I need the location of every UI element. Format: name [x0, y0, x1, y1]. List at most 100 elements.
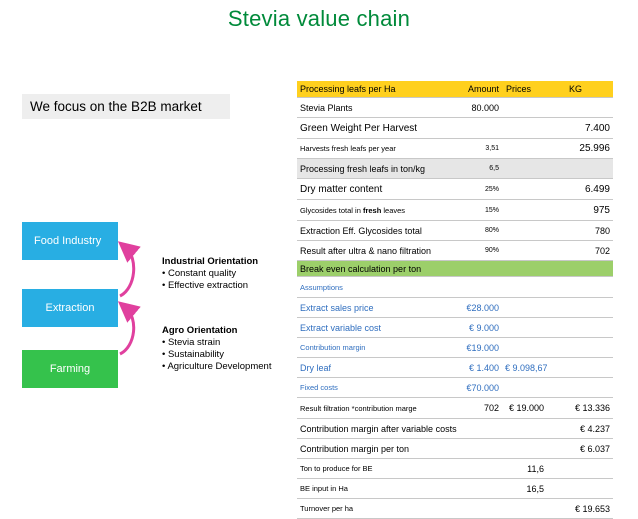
row-kg — [547, 260, 613, 277]
row-price — [502, 438, 547, 459]
row-kg: 975 — [547, 199, 613, 221]
row-price: 11,6 — [502, 458, 547, 479]
row-price — [502, 297, 547, 318]
row-price — [502, 158, 547, 179]
row-price — [502, 317, 547, 338]
row-amount: 80% — [462, 220, 502, 241]
row-price: € 19.000 — [502, 397, 547, 419]
row-amount: € 9.000 — [462, 317, 502, 338]
row-amount — [462, 478, 502, 499]
table-row: Result after ultra & nano filtration 90% 7… — [297, 240, 613, 261]
row-kg — [547, 97, 613, 118]
row-amount — [462, 418, 502, 439]
row-amount: 25% — [462, 178, 502, 200]
table-row: Dry leaf € 1.400 € 9.098,67 — [297, 357, 613, 378]
row-kg: € 19.653 — [547, 498, 613, 519]
arrow-extraction-to-food — [117, 241, 141, 298]
row-price — [502, 138, 547, 159]
row-price — [502, 377, 547, 398]
row-label: Assumptions — [297, 276, 462, 298]
row-price — [502, 276, 547, 298]
table-row: Dry matter content 25% 6.499 — [297, 178, 613, 200]
industrial-bullet: • Constant quality — [162, 268, 237, 279]
table-row: Ton to produce for BE 11,6 — [297, 458, 613, 479]
table-row: Fixed costs €70.000 — [297, 377, 613, 398]
processing-table: Processing leafs per Ha Amount Prices KG… — [297, 81, 613, 519]
row-price — [502, 260, 547, 277]
table-row: Assumptions — [297, 276, 613, 298]
row-price — [502, 240, 547, 261]
row-amount: 3,51 — [462, 138, 502, 159]
row-label: Glycosides total in fresh leaves — [297, 199, 462, 221]
table-row: Extract sales price €28.000 — [297, 297, 613, 318]
header-prices: Prices — [502, 81, 547, 98]
row-amount — [462, 438, 502, 459]
row-label: Contribution margin — [297, 337, 462, 358]
row-price — [502, 337, 547, 358]
industrial-orientation: Industrial Orientation • Constant qualit… — [162, 256, 258, 292]
table-row: Result filtration *contribution marge 702… — [297, 397, 613, 419]
row-label-part: Glycosides total in — [300, 205, 363, 215]
arrow-farming-to-extraction — [117, 301, 141, 356]
row-price — [502, 220, 547, 241]
row-label: Extract variable cost — [297, 317, 462, 338]
extraction-box: Extraction — [22, 289, 118, 327]
farming-box: Farming — [22, 350, 118, 388]
row-amount — [462, 260, 502, 277]
table-row: Contribution margin per ton € 6.037 — [297, 438, 613, 459]
row-price — [502, 117, 547, 139]
row-label: Dry leaf — [297, 357, 462, 378]
row-amount — [462, 117, 502, 139]
row-kg — [547, 458, 613, 479]
row-amount: € 1.400 — [462, 357, 502, 378]
row-amount: 702 — [462, 397, 502, 419]
row-label: Ton to produce for BE — [297, 458, 462, 479]
row-label: Result filtration *contribution marge — [297, 397, 462, 419]
table-row: Turnover per ha € 19.653 — [297, 498, 613, 519]
row-kg: 6.499 — [547, 178, 613, 200]
row-label: Extract sales price — [297, 297, 462, 318]
row-kg: 702 — [547, 240, 613, 261]
row-label: Turnover per ha — [297, 498, 462, 519]
row-amount: 15% — [462, 199, 502, 221]
row-label: BE input in Ha — [297, 478, 462, 499]
row-kg — [547, 377, 613, 398]
header-amount: Amount — [462, 81, 502, 98]
header-kg: KG — [547, 81, 613, 98]
row-price — [502, 199, 547, 221]
agro-bullet: • Sustainability — [162, 349, 224, 360]
row-kg: 7.400 — [547, 117, 613, 139]
row-label: Dry matter content — [297, 178, 462, 200]
row-kg — [547, 357, 613, 378]
table-row: Contribution margin €19.000 — [297, 337, 613, 358]
focus-label: We focus on the B2B market — [22, 94, 230, 119]
table-header-row: Processing leafs per Ha Amount Prices KG — [297, 81, 613, 98]
table-row: Extraction Eff. Glycosides total 80% 780 — [297, 220, 613, 241]
row-label-bold: fresh — [362, 205, 382, 215]
row-label: Contribution margin per ton — [297, 438, 462, 459]
table-row: Contribution margin after variable costs… — [297, 418, 613, 439]
agro-heading: Agro Orientation — [162, 325, 238, 336]
food-industry-box: Food Industry — [22, 222, 118, 260]
agro-bullet: • Stevia strain — [162, 337, 221, 348]
row-amount: 80.000 — [462, 97, 502, 118]
row-kg — [547, 478, 613, 499]
table-row: Harvests fresh leafs per year 3,51 25.996 — [297, 138, 613, 159]
row-label: Harvests fresh leafs per year — [297, 138, 462, 159]
row-kg: € 6.037 — [547, 438, 613, 459]
row-price — [502, 418, 547, 439]
row-price — [502, 178, 547, 200]
industrial-bullet: • Effective extraction — [162, 280, 249, 291]
row-amount: 6,5 — [462, 158, 502, 179]
row-kg: € 4.237 — [547, 418, 613, 439]
row-label-part: leaves — [381, 205, 406, 215]
table-row: Break even calculation per ton — [297, 260, 613, 277]
row-label: Processing fresh leafs in ton/kg — [297, 158, 462, 179]
row-kg: 25.996 — [547, 138, 613, 159]
page-title: Stevia value chain — [227, 6, 411, 31]
row-amount: €28.000 — [462, 297, 502, 318]
row-price: € 9.098,67 — [502, 357, 547, 378]
row-kg — [547, 158, 613, 179]
row-amount: 90% — [462, 240, 502, 261]
row-label: Green Weight Per Harvest — [297, 117, 462, 139]
